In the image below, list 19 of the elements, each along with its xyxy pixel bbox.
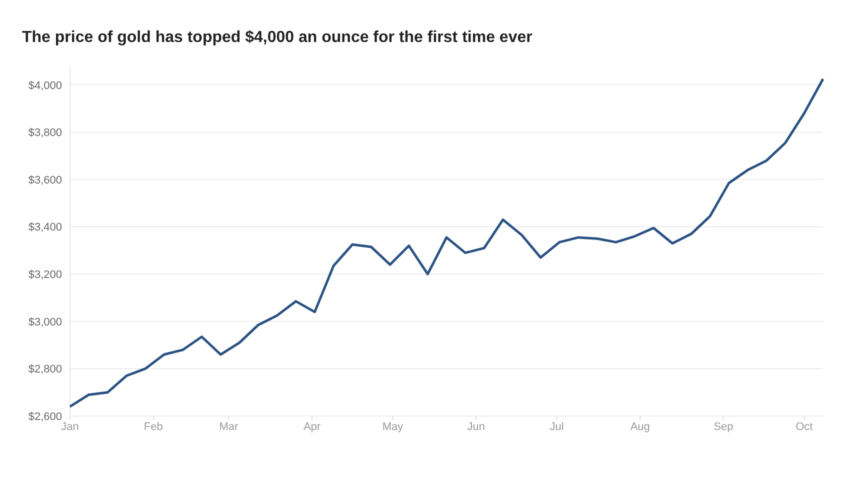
y-tick-label: $4,000 xyxy=(28,80,62,92)
y-tick-label: $3,200 xyxy=(28,268,62,281)
x-tick-label: Sep xyxy=(714,421,734,433)
x-tick-label: Feb xyxy=(144,421,163,433)
x-tick-label: Apr xyxy=(303,421,321,433)
x-tick-label: May xyxy=(382,421,404,433)
x-tick-label: Oct xyxy=(796,421,813,433)
y-tick-label: $3,600 xyxy=(28,174,62,186)
x-tick-label: Jul xyxy=(550,421,564,433)
y-tick-label: $3,000 xyxy=(28,316,62,328)
x-tick-label: Aug xyxy=(630,421,650,433)
x-tick-label: Jan xyxy=(61,421,79,433)
y-tick-label: $3,400 xyxy=(28,222,62,234)
y-tick-label: $3,800 xyxy=(28,127,62,140)
y-tick-label: $2,600 xyxy=(28,410,62,423)
x-tick-label: Mar xyxy=(219,421,238,433)
chart-title: The price of gold has topped $4,000 an ounce for the first time ever xyxy=(22,29,532,46)
y-tick-label: $2,800 xyxy=(28,364,62,376)
x-tick-label: Jun xyxy=(467,421,485,433)
